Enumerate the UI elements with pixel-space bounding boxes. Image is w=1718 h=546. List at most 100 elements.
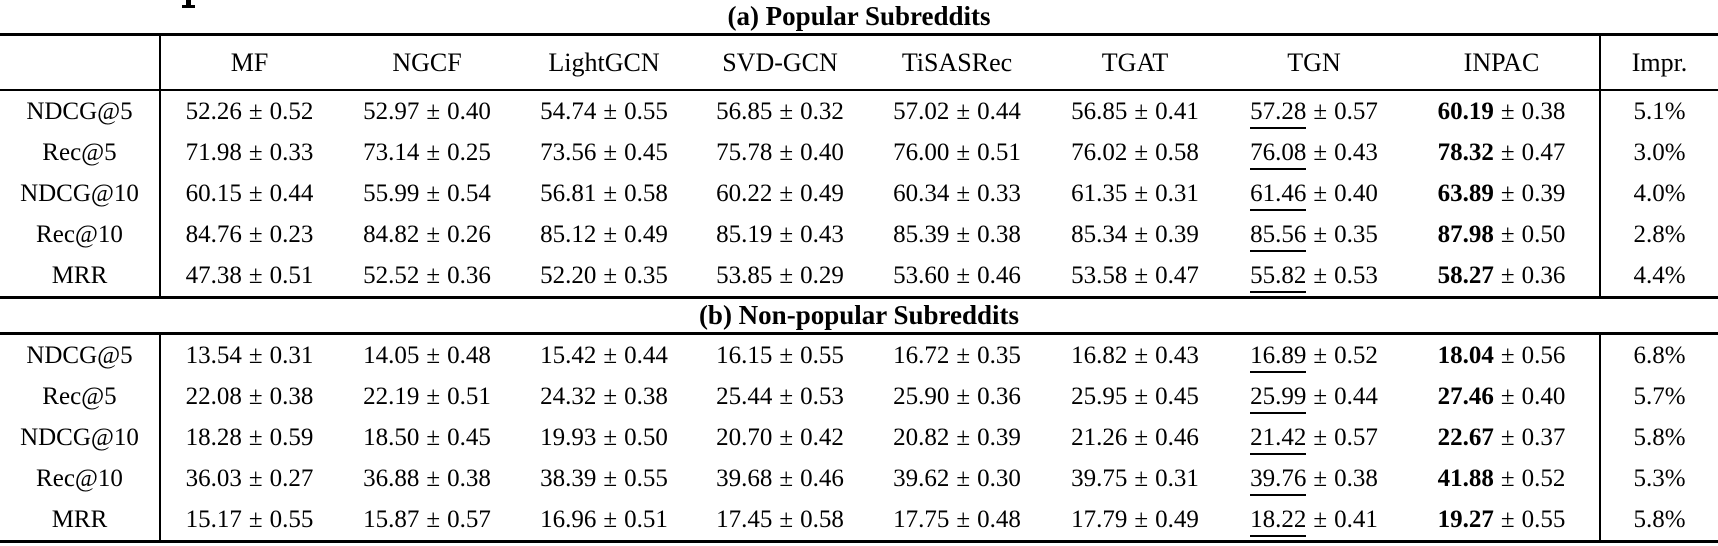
plus-minus: ± [248,341,263,369]
best-value: 63.89 [1437,179,1494,207]
mean-value: 17.75 [893,505,950,533]
mean-value: 19.93 [540,423,597,451]
plus-minus: ± [1313,423,1328,451]
std-value: 0.49 [1155,505,1199,533]
results-table-popular: MF NGCF LightGCN SVD-GCN TiSASRec TGAT T… [0,33,1718,296]
std-value: 0.40 [1334,179,1378,207]
std-value: 0.40 [1521,382,1566,410]
value-cell: 17.45 ±0.58 [692,499,868,542]
value-cell: 71.98 ±0.33 [160,132,338,173]
std-value: 0.57 [1334,97,1378,125]
value-cell: 24.32 ±0.38 [516,376,692,417]
value-cell: 57.02 ±0.44 [868,90,1046,132]
header-inpac: INPAC [1404,34,1600,91]
mean-value: 38.39 [540,464,597,492]
mean-value: 54.74 [540,97,597,125]
plus-minus: ± [1134,505,1149,533]
std-value: 0.33 [269,138,314,166]
value-cell: 56.81 ±0.58 [516,173,692,214]
plus-minus: ± [1134,179,1149,207]
improvement-cell: 4.4% [1599,255,1718,296]
plus-minus: ± [779,464,794,492]
value-cell: 16.15 ±0.55 [692,335,868,376]
std-value: 0.43 [1155,341,1199,369]
header-tgat: TGAT [1046,34,1224,91]
value-cell: 60.19 ±0.38 [1404,90,1600,132]
plus-minus: ± [1500,179,1515,207]
plus-minus: ± [426,220,441,248]
mean-value: 21.26 [1071,423,1128,451]
value-cell: 78.32 ±0.47 [1404,132,1600,173]
std-value: 0.58 [800,505,844,533]
std-value: 0.51 [624,505,668,533]
value-cell: 73.14 ±0.25 [338,132,516,173]
value-cell: 16.89 ±0.52 [1224,335,1404,376]
value-cell: 25.90 ±0.36 [868,376,1046,417]
plus-minus: ± [956,97,971,125]
value-cell: 22.08 ±0.38 [160,376,338,417]
results-table-nonpopular: NDCG@5 13.54 ±0.31 14.05 ±0.48 15.42 ±0.44 16.1… [0,335,1718,543]
mean-value: 53.85 [716,261,773,289]
header-lightgcn: LightGCN [516,34,692,91]
mean-value: 52.26 [185,97,242,125]
section-a-caption: (a) Popular Subreddits [727,1,991,31]
runnerup-value: 85.56 [1250,220,1307,252]
std-value: 0.38 [624,382,668,410]
metric-label: NDCG@10 [0,417,161,458]
mean-value: 25.95 [1071,382,1128,410]
plus-minus: ± [1134,138,1149,166]
mean-value: 18.28 [185,423,242,451]
mean-value: 76.00 [893,138,950,166]
std-value: 0.38 [447,464,491,492]
value-cell: 56.85 ±0.41 [1046,90,1224,132]
runnerup-value: 21.42 [1250,423,1307,455]
plus-minus: ± [779,382,794,410]
std-value: 0.55 [1521,505,1566,533]
best-value: 18.04 [1437,341,1494,369]
plus-minus: ± [779,220,794,248]
std-value: 0.38 [977,220,1021,248]
value-cell: 27.46 ±0.40 [1404,376,1600,417]
std-value: 0.52 [1521,464,1566,492]
plus-minus: ± [1313,138,1328,166]
table-row: Rec@10 36.03 ±0.27 36.88 ±0.38 38.39 ±0.55 39.6… [0,458,1718,499]
value-cell: 36.88 ±0.38 [338,458,516,499]
std-value: 0.41 [1334,505,1378,533]
metric-label: NDCG@10 [0,173,161,214]
mean-value: 39.62 [893,464,950,492]
std-value: 0.52 [1334,341,1378,369]
std-value: 0.38 [269,382,314,410]
mean-value: 22.19 [363,382,420,410]
std-value: 0.55 [624,97,668,125]
std-value: 0.47 [1521,138,1566,166]
best-value: 27.46 [1437,382,1494,410]
value-cell: 39.68 ±0.46 [692,458,868,499]
plus-minus: ± [956,179,971,207]
std-value: 0.53 [1334,261,1378,289]
plus-minus: ± [1313,382,1328,410]
plus-minus: ± [956,341,971,369]
value-cell: 55.99 ±0.54 [338,173,516,214]
plus-minus: ± [248,464,263,492]
table-row: Rec@10 84.76 ±0.23 84.82 ±0.26 85.12 ±0.49 85.1… [0,214,1718,255]
runnerup-value: 16.89 [1250,341,1307,373]
value-cell: 85.12 ±0.49 [516,214,692,255]
std-value: 0.39 [977,423,1021,451]
std-value: 0.35 [1334,220,1378,248]
mean-value: 60.15 [185,179,242,207]
value-cell: 17.75 ±0.48 [868,499,1046,542]
std-value: 0.47 [1155,261,1199,289]
value-cell: 76.00 ±0.51 [868,132,1046,173]
mean-value: 85.34 [1071,220,1128,248]
plus-minus: ± [1313,341,1328,369]
value-cell: 60.22 ±0.49 [692,173,868,214]
value-cell: 52.97 ±0.40 [338,90,516,132]
improvement-cell: 5.7% [1599,376,1718,417]
std-value: 0.45 [624,138,668,166]
plus-minus: ± [779,505,794,533]
value-cell: 53.60 ±0.46 [868,255,1046,296]
plus-minus: ± [779,423,794,451]
std-value: 0.51 [977,138,1021,166]
value-cell: 21.42 ±0.57 [1224,417,1404,458]
plus-minus: ± [426,261,441,289]
